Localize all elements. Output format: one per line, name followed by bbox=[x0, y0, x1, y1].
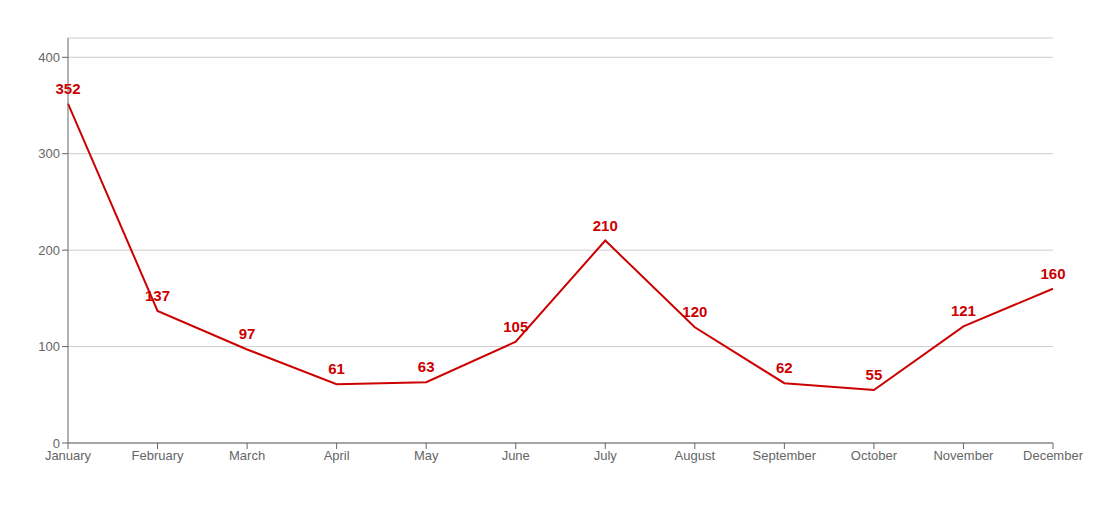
svg-text:May: May bbox=[414, 448, 439, 463]
svg-text:October: October bbox=[851, 448, 898, 463]
svg-text:April: April bbox=[324, 448, 350, 463]
svg-text:62: 62 bbox=[776, 359, 793, 376]
svg-text:February: February bbox=[132, 448, 185, 463]
svg-text:January: January bbox=[44, 448, 92, 464]
svg-text:160: 160 bbox=[1040, 265, 1065, 282]
svg-text:352: 352 bbox=[55, 80, 80, 97]
svg-text:August: August bbox=[675, 448, 716, 463]
svg-text:105: 105 bbox=[503, 318, 528, 335]
svg-text:November: November bbox=[933, 448, 994, 463]
svg-text:March: March bbox=[229, 448, 265, 463]
svg-text:0: 0 bbox=[53, 436, 60, 451]
svg-text:December: December bbox=[1023, 448, 1083, 463]
svg-text:400: 400 bbox=[38, 50, 60, 65]
svg-text:120: 120 bbox=[682, 303, 707, 320]
svg-text:300: 300 bbox=[38, 146, 60, 161]
svg-text:121: 121 bbox=[951, 302, 976, 319]
svg-text:61: 61 bbox=[328, 360, 345, 377]
svg-text:97: 97 bbox=[239, 325, 256, 342]
svg-text:63: 63 bbox=[418, 358, 435, 375]
svg-text:June: June bbox=[502, 448, 530, 463]
svg-text:200: 200 bbox=[38, 243, 60, 258]
svg-text:55: 55 bbox=[866, 366, 883, 383]
svg-text:137: 137 bbox=[145, 287, 170, 304]
svg-text:July: July bbox=[594, 448, 618, 463]
svg-text:210: 210 bbox=[593, 217, 618, 234]
svg-text:September: September bbox=[753, 448, 817, 463]
svg-text:100: 100 bbox=[38, 339, 60, 354]
